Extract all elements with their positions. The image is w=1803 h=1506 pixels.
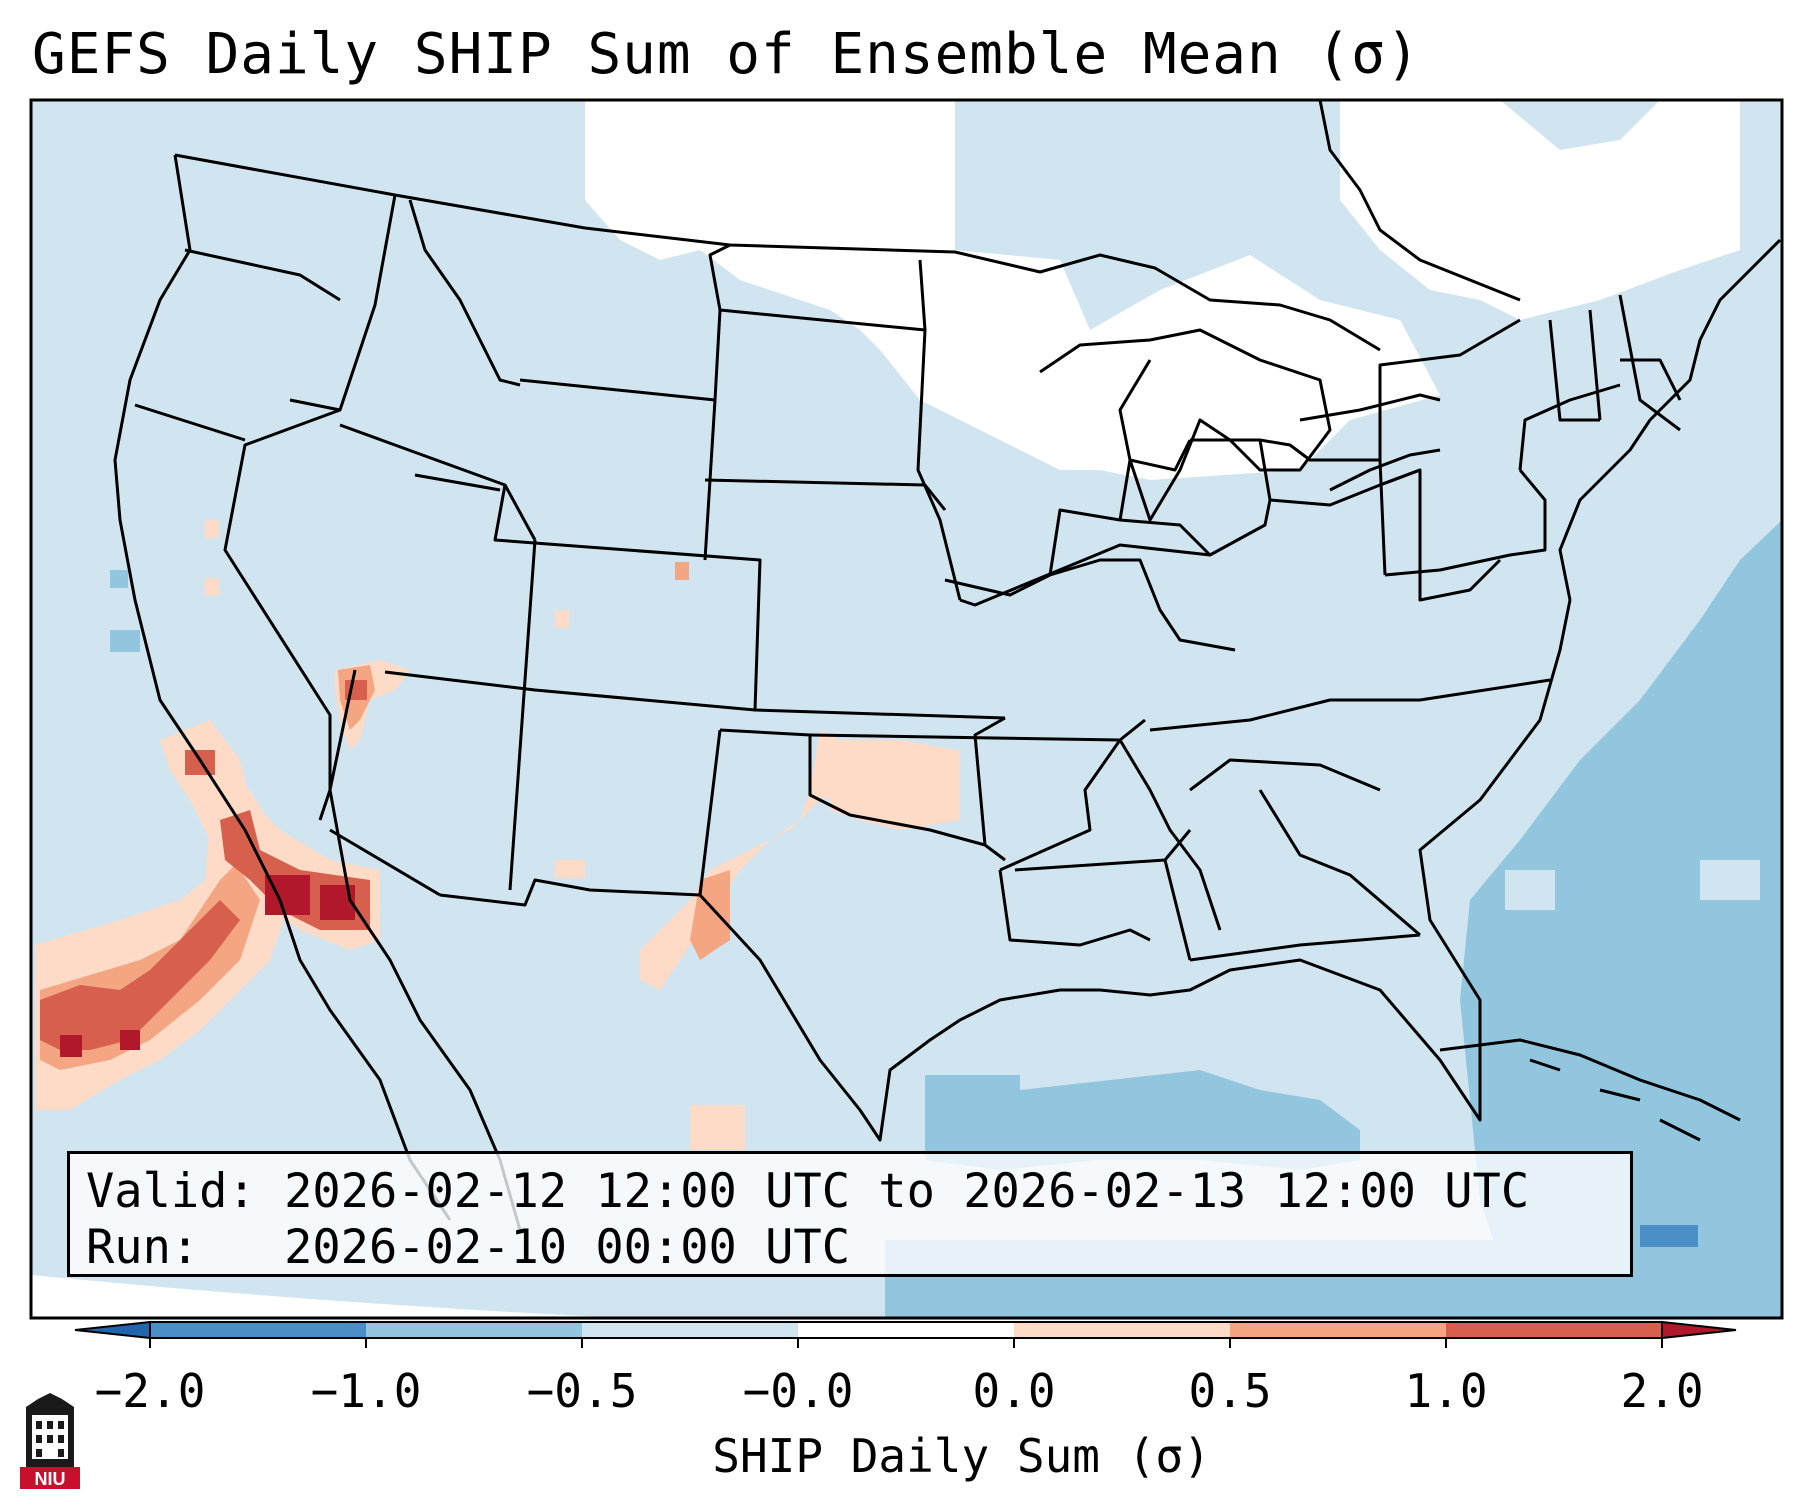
cuba xyxy=(1439,1038,1741,1122)
colorbar-tick-label: −0.5 xyxy=(526,1364,638,1418)
bahamas xyxy=(1529,1058,1701,1142)
run-label: Run: xyxy=(86,1220,200,1275)
great-lakes xyxy=(1039,328,1332,522)
colorbar-extend-low xyxy=(74,1320,151,1340)
colorbar-tick-label: 0.0 xyxy=(972,1364,1056,1418)
colorbar xyxy=(74,1320,1737,1348)
hudson-bay-coast xyxy=(1318,100,1521,302)
run-value: 2026-02-10 00:00 UTC xyxy=(284,1220,851,1275)
colorbar-tick-label: −0.0 xyxy=(742,1364,854,1418)
colorbar-bin-1 xyxy=(150,1322,366,1338)
colorbar-bin-5 xyxy=(1014,1322,1230,1338)
colorbar-tick-label: 0.5 xyxy=(1188,1364,1272,1418)
colorbar-tick-label: −2.0 xyxy=(94,1364,206,1418)
negative-patch-gulf xyxy=(925,1070,1360,1170)
valid-run-info-box: Valid: 2026-02-12 12:00 UTC to 2026-02-1… xyxy=(67,1151,1633,1277)
colorbar-extend-high xyxy=(1661,1320,1737,1340)
colorbar-tick-label: 1.0 xyxy=(1404,1364,1488,1418)
boundaries xyxy=(113,100,1782,1231)
niu-logo-icon: NIU xyxy=(20,1393,80,1489)
colorbar-bin-4 xyxy=(798,1322,1014,1338)
colorbar-label: SHIP Daily Sum (σ) xyxy=(712,1429,1211,1483)
shaded-field xyxy=(31,100,1782,1318)
valid-label: Valid: xyxy=(86,1164,256,1219)
neutral-patch-east-canada xyxy=(1340,100,1740,320)
colorbar-tick-label: −1.0 xyxy=(310,1364,422,1418)
colorbar-tick-label: 2.0 xyxy=(1620,1364,1704,1418)
us-canada-border xyxy=(174,153,1381,352)
west-coast xyxy=(113,154,452,1221)
colorbar-bin-6 xyxy=(1230,1322,1446,1338)
northeast-coast xyxy=(1558,238,1782,601)
positive-patch-texas xyxy=(640,730,960,1150)
colorbar-bin-3 xyxy=(582,1322,798,1338)
positive-patch-pacific xyxy=(35,780,290,1110)
colorbar-bin-7 xyxy=(1446,1322,1662,1338)
page-title: GEFS Daily SHIP Sum of Ensemble Mean (σ) xyxy=(32,22,1421,87)
colorbar-bin-2 xyxy=(366,1322,582,1338)
valid-value: 2026-02-12 12:00 UTC to 2026-02-13 12:00… xyxy=(284,1164,1530,1219)
neutral-patch-canada xyxy=(585,100,1440,480)
negative-patch-atlantic xyxy=(1460,520,1782,1318)
positive-patch-baja xyxy=(160,720,380,950)
logo-text: NIU xyxy=(35,1469,66,1489)
gulf-coast xyxy=(698,599,1572,1142)
map-frame xyxy=(29,98,1784,1320)
